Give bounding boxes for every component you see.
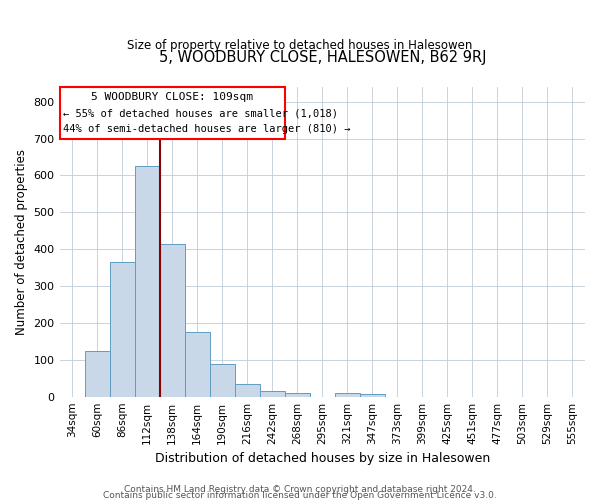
Text: Size of property relative to detached houses in Halesowen: Size of property relative to detached ho…: [127, 39, 473, 52]
Title: 5, WOODBURY CLOSE, HALESOWEN, B62 9RJ: 5, WOODBURY CLOSE, HALESOWEN, B62 9RJ: [158, 50, 486, 65]
Bar: [335, 393, 360, 396]
Bar: [235, 384, 260, 396]
Bar: [185, 332, 209, 396]
Y-axis label: Number of detached properties: Number of detached properties: [15, 149, 28, 335]
Bar: [360, 394, 385, 396]
Bar: [110, 262, 134, 396]
Bar: [134, 166, 160, 396]
Text: 44% of semi-detached houses are larger (810) →: 44% of semi-detached houses are larger (…: [62, 124, 350, 134]
Text: Contains HM Land Registry data © Crown copyright and database right 2024.: Contains HM Land Registry data © Crown c…: [124, 484, 476, 494]
Bar: [285, 393, 310, 396]
Bar: [209, 364, 235, 396]
Text: Contains public sector information licensed under the Open Government Licence v3: Contains public sector information licen…: [103, 491, 497, 500]
Text: 5 WOODBURY CLOSE: 109sqm: 5 WOODBURY CLOSE: 109sqm: [91, 92, 253, 102]
Bar: [160, 244, 185, 396]
Text: ← 55% of detached houses are smaller (1,018): ← 55% of detached houses are smaller (1,…: [62, 108, 338, 118]
Bar: [85, 350, 110, 397]
Bar: [260, 391, 285, 396]
X-axis label: Distribution of detached houses by size in Halesowen: Distribution of detached houses by size …: [155, 452, 490, 465]
